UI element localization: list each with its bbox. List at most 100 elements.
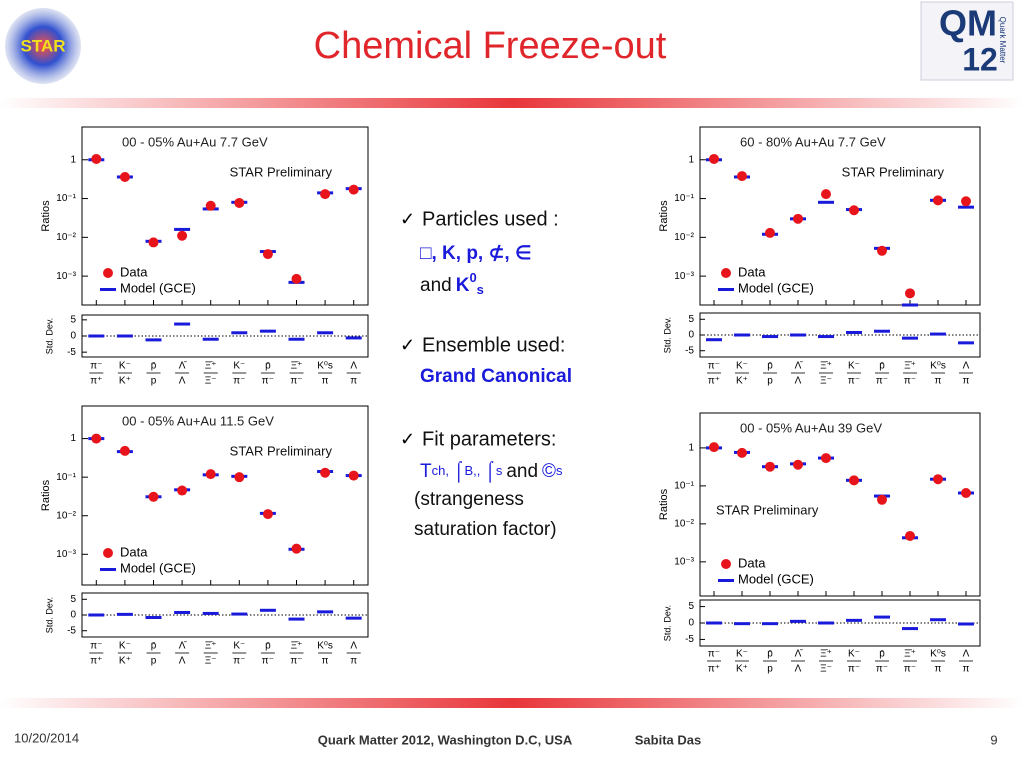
deviation-mark [174,610,191,614]
x-tick-label-num: K⁻ [119,361,131,372]
legend-label: Model (GCE) [738,280,814,295]
bullet-text: s [477,282,484,297]
deviation-mark [116,612,133,616]
x-tick-label-num: π⁻ [708,361,720,372]
x-tick-label-den: π⁻ [290,656,302,667]
bullet-text: ⌠ [484,461,495,483]
deviation-mark [345,336,362,340]
x-tick-label-den: p [767,376,773,387]
deviation-mark [116,334,133,338]
x-tick-label-den: π⁻ [233,656,245,667]
data-point [849,205,859,216]
y-tick-label: 10⁻³ [674,271,694,282]
model-mark [958,205,974,209]
data-point [849,475,859,486]
bullet-text: ch, [432,463,449,478]
x-tick-label-den: π⁺ [708,376,720,387]
x-tick-label-num: Λ [963,649,970,660]
deviation-tick-label: 0 [70,610,76,621]
bullet-text: © [542,461,556,482]
y-tick-label: 10⁻² [674,518,694,529]
x-tick-label-num: K⁻ [848,649,860,660]
x-tick-label-den: K⁺ [736,664,748,675]
x-tick-label-num: π⁻ [708,649,720,660]
x-tick-label-den: Λ [179,656,186,667]
x-tick-label-num: Ξ̄⁺ [904,361,916,372]
x-tick-label-num: p̄ [767,649,773,660]
annotation: STAR Preliminary [230,164,333,179]
y-tick-label: 10⁻¹ [674,481,694,492]
data-point [709,153,719,164]
deviation-mark [846,618,862,622]
deviation-axis-label: Std. Dev. [44,597,54,633]
x-tick-label-den: Ξ⁻ [820,664,832,675]
deviation-mark [790,619,806,623]
x-tick-label-den: K⁺ [119,376,131,387]
data-point [821,453,831,464]
deviation-tick-label: 5 [70,314,76,325]
x-tick-label-num: π⁻ [90,361,102,372]
y-tick-label: 10⁻¹ [674,193,694,204]
deviation-mark [930,332,946,336]
deviation-tick-label: 5 [688,314,694,325]
legend-label: Data [738,555,766,570]
x-tick-label-num: K⁰s [930,649,946,660]
deviation-tick-label: 0 [688,330,694,341]
x-tick-label-num: p̄ [767,361,773,372]
bullet-head: Ensemble used: [422,334,565,356]
x-tick-label-num: p̄ [151,641,157,652]
deviation-axis-label: Std. Dev. [662,317,672,353]
legend-data-symbol [721,559,731,569]
x-tick-label-num: K⁻ [848,361,860,372]
y-tick-label: 10⁻¹ [56,472,76,483]
x-tick-label-num: Ξ̄⁺ [904,649,916,660]
data-point [905,530,915,541]
data-point [737,171,747,182]
footer-author: Sabita Das [635,732,701,747]
data-point [291,273,302,284]
data-point [877,245,887,256]
star-logo-text: STAR [20,36,65,55]
legend-label: Data [738,264,766,279]
x-tick-label-den: Ξ⁻ [205,376,217,387]
deviation-mark [259,608,276,612]
x-tick-label-num: π⁻ [90,641,102,652]
annotation: STAR Preliminary [230,443,333,458]
bullet-text: saturation factor) [414,519,557,540]
x-tick-label-den: π⁻ [848,664,860,675]
bullet-text: 0 [469,270,476,285]
x-tick-label-den: π⁺ [708,664,720,675]
deviation-mark [734,622,750,626]
chart-title: 00 - 05% Au+Au 39 GeV [740,420,882,435]
deviation-mark [88,334,105,338]
data-point [148,491,159,502]
x-tick-label-num: Λ̄ [179,361,188,372]
data-point [821,189,831,200]
footer-event: Quark Matter 2012, Washington D.C, USA [318,732,573,747]
x-tick-label-num: Λ [350,641,357,652]
plot-frame [699,412,981,597]
bullet-text: Grand Canonical [420,366,572,387]
bullet-text: □, K, p, ⊄, ∈ [420,243,532,264]
bullet-text: s [496,463,503,478]
y-tick-label: 1 [688,443,694,454]
bullet-text: K [456,275,470,296]
deviation-mark [231,331,248,335]
bullet-line: Grand Canonical [420,366,572,387]
deviation-mark [88,613,105,617]
x-tick-label-num: K⁻ [233,641,245,652]
y-tick-label: 10⁻³ [56,549,76,560]
legend-label: Model (GCE) [120,560,196,575]
bullet-text: and [420,275,452,296]
data-point [234,197,245,208]
x-tick-label-den: π [350,376,357,387]
legend-data-symbol [103,548,113,558]
data-point [765,461,775,472]
deviation-mark [231,612,248,616]
plot-frame [81,405,369,586]
x-tick-label-num: Ξ̄⁺ [291,641,303,652]
deviation-tick-label: 0 [688,618,694,629]
data-point [119,445,130,456]
data-point [961,487,971,498]
legend-label: Data [120,544,148,559]
